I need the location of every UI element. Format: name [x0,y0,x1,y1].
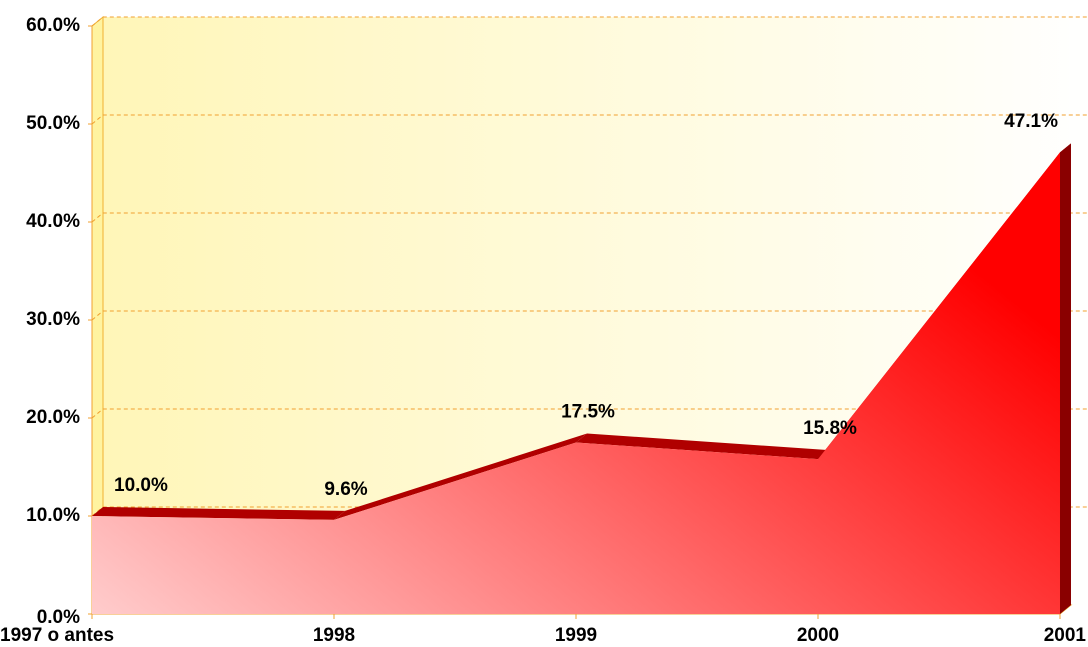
y-tick-label: 40.0% [26,211,80,232]
value-label: 9.6% [324,479,367,500]
value-label: 17.5% [561,402,615,423]
y-tick-label: 50.0% [26,113,80,134]
area-top-face [92,507,345,520]
grid-line [91,310,1088,321]
y-tick-label: 0.0% [37,607,80,628]
x-tick-label: 1997 o antes [0,625,114,646]
grid-line [91,114,1088,125]
area-side-face [1060,143,1071,615]
y-tick-label: 10.0% [26,505,80,526]
x-tick-label: 1999 [555,625,597,646]
x-tick-label: 2001 [1044,625,1087,646]
area-top-face [576,433,829,460]
value-label: 15.8% [803,418,857,439]
grid-line [91,408,1088,419]
y-tick-label: 30.0% [26,309,80,330]
y-tick-label: 20.0% [26,407,80,428]
y-tick-label: 60.0% [26,15,80,36]
area [92,152,1060,615]
grid-line [91,16,1088,27]
grid-line [91,212,1088,223]
x-tick-label: 2000 [797,625,839,646]
value-label: 10.0% [114,475,168,496]
x-tick-label: 1998 [313,625,355,646]
value-label: 47.1% [1004,111,1058,132]
area-top-face [334,433,587,520]
